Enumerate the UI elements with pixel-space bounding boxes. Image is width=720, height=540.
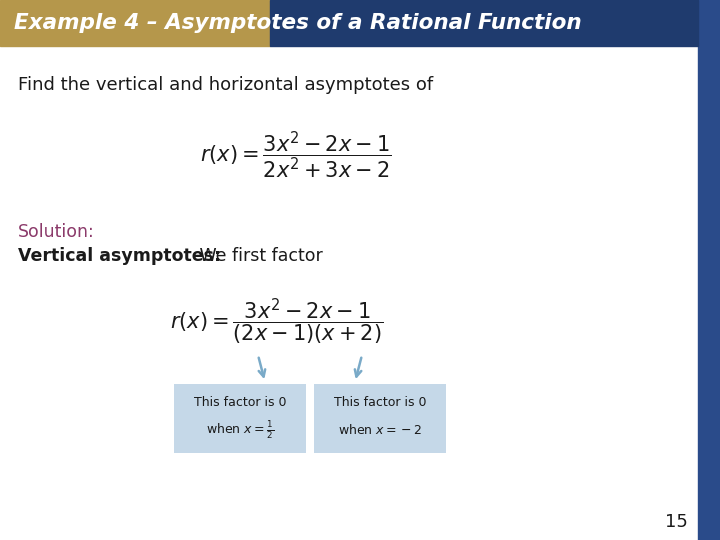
Text: Find the vertical and horizontal asymptotes of: Find the vertical and horizontal asympto… (18, 76, 433, 94)
Text: 15: 15 (665, 513, 688, 531)
Text: $r(x) = \dfrac{3x^2 - 2x - 1}{(2x - 1)(x + 2)}$: $r(x) = \dfrac{3x^2 - 2x - 1}{(2x - 1)(x… (170, 296, 383, 347)
Text: We first factor: We first factor (194, 247, 323, 265)
Text: Example 4 – Asymptotes of a Rational Function: Example 4 – Asymptotes of a Rational Fun… (14, 13, 582, 33)
Text: when $x = \frac{1}{2}$: when $x = \frac{1}{2}$ (206, 419, 274, 441)
Bar (0, 0, 270, 46)
Text: when $x = -2$: when $x = -2$ (338, 423, 422, 437)
FancyBboxPatch shape (174, 384, 306, 453)
Bar (698, 0, 720, 540)
FancyBboxPatch shape (314, 384, 446, 453)
Text: This factor is 0: This factor is 0 (194, 396, 287, 409)
Text: Vertical asymptotes:: Vertical asymptotes: (18, 247, 221, 265)
Text: This factor is 0: This factor is 0 (334, 396, 426, 409)
Text: $r(x) = \dfrac{3x^2 - 2x - 1}{2x^2 + 3x - 2}$: $r(x) = \dfrac{3x^2 - 2x - 1}{2x^2 + 3x … (200, 130, 392, 181)
Text: Solution:: Solution: (18, 223, 95, 241)
Bar (270, 0, 698, 46)
